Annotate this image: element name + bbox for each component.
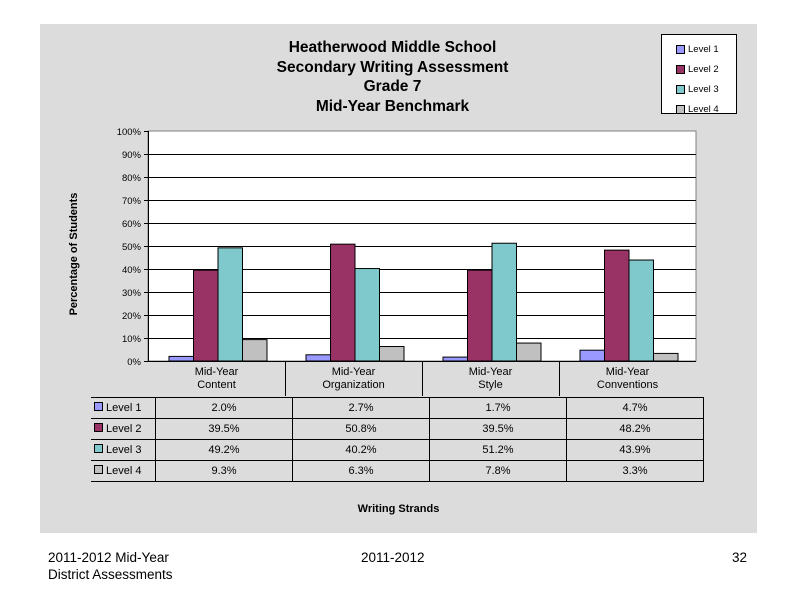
y-tick-label: 10% [122,334,142,345]
table-cell: 50.8% [292,418,430,440]
legend-item: Level 4 [662,99,736,119]
table-cell: 1.7% [429,397,567,419]
legend-swatch [676,84,685,94]
legend-label: Level 3 [688,83,719,95]
y-tick-label: 20% [122,311,142,322]
bar [579,349,605,362]
table-row-header: Level 2 [91,418,156,440]
table-row-header: Level 3 [91,439,156,461]
y-tick-label: 30% [122,288,142,299]
table-cell: 2.0% [155,397,293,419]
table-row-header: Level 1 [91,397,156,419]
bar [491,242,517,362]
bar [168,355,194,362]
y-tick-label: 100% [117,127,142,138]
bar [217,247,243,362]
bar [330,243,356,362]
category-label: Mid-Year [606,366,650,378]
category-label: Mid-Year [332,366,376,378]
table-row: Level 3 49.2% 40.2% 51.2% 43.9% [91,439,704,461]
table-cell: 48.2% [566,418,704,440]
table-swatch [94,423,103,432]
y-tick-label: 80% [122,173,142,184]
title-line: Heatherwood Middle School [288,39,497,56]
bar [354,268,380,362]
legend-item: Level 3 [662,79,736,99]
page-number: 32 [732,550,748,565]
category-label: Conventions [597,379,659,391]
title-line: Grade 7 [363,78,422,95]
legend-swatch [676,104,685,114]
category-label: Mid-Year [195,366,239,378]
chart-area: Heatherwood Middle School Secondary Writ… [40,24,757,533]
table-cell: 6.3% [292,460,430,482]
data-table: Level 1 2.0% 2.7% 1.7% 4.7% Level 2 39.5% 50.8%… [91,397,704,482]
table-cell: 3.3% [566,460,704,482]
table-cell: 51.2% [429,439,567,461]
title-line: Secondary Writing Assessment [276,58,509,76]
y-tick-label: 50% [122,242,142,253]
legend-label: Level 1 [688,43,719,55]
table-swatch [94,402,103,411]
category-label: Mid-Year [469,366,513,378]
table-row: Level 1 2.0% 2.7% 1.7% 4.7% [91,397,704,419]
table-cell: 9.3% [155,460,293,482]
y-tick-label: 70% [122,196,142,207]
title-line: Mid-Year Benchmark [315,97,470,115]
table-cell: 43.9% [566,439,704,461]
table-row: Level 2 39.5% 50.8% 39.5% 48.2% [91,418,704,440]
table-series-label: Level 4 [106,465,142,477]
y-tick-label: 0% [127,357,141,368]
bar [242,339,268,362]
table-row: Level 4 9.3% 6.3% 7.8% 3.3% [91,460,704,482]
category-label: Style [478,379,502,391]
bar [516,342,542,362]
footer-left: 2011-2012 Mid-Year District Assessments [48,549,173,583]
legend-item: Level 2 [662,59,736,79]
y-tick-label: 90% [122,150,142,161]
table-cell: 2.7% [292,397,430,419]
y-tick-label: 40% [122,265,142,276]
table-swatch [94,465,103,474]
legend-swatch [676,64,685,74]
legend: Level 1 Level 2 Level 3 Level 4 [661,34,737,115]
footer-left-line: District Assessments [48,567,173,582]
plot-area: 0% 10% 20% 30% 40% 50% 60% 70% 80% 90% 100% Mid-Yea… [117,127,697,396]
footer-left-line: 2011-2012 Mid-Year [48,550,169,565]
bar [193,269,219,362]
bar [467,269,493,362]
bar [604,249,630,362]
table-cell: 40.2% [292,439,430,461]
table-cell: 39.5% [155,418,293,440]
legend-item: Level 1 [662,39,736,59]
table-series-label: Level 2 [106,423,142,435]
legend-label: Level 4 [688,103,719,115]
legend-swatch [676,44,685,54]
table-cell: 7.8% [429,460,567,482]
y-tick-label: 60% [122,219,142,230]
category-label: Content [197,379,236,391]
chart-title: Heatherwood Middle School Secondary Writ… [240,38,545,116]
table-series-label: Level 3 [106,444,142,456]
footer-center: 2011-2012 [361,550,425,565]
table-cell: 49.2% [155,439,293,461]
table-row-header: Level 4 [91,460,156,482]
table-cell: 39.5% [429,418,567,440]
bar [628,259,654,362]
category-label: Organization [322,379,384,391]
bar [305,354,331,362]
legend-label: Level 2 [688,63,719,75]
table-swatch [94,444,103,453]
bar [379,346,405,362]
table-series-label: Level 1 [106,402,142,414]
bar [442,356,468,362]
x-axis-label: Writing Strands [357,503,440,515]
table-cell: 4.7% [566,397,704,419]
bar [653,352,679,362]
